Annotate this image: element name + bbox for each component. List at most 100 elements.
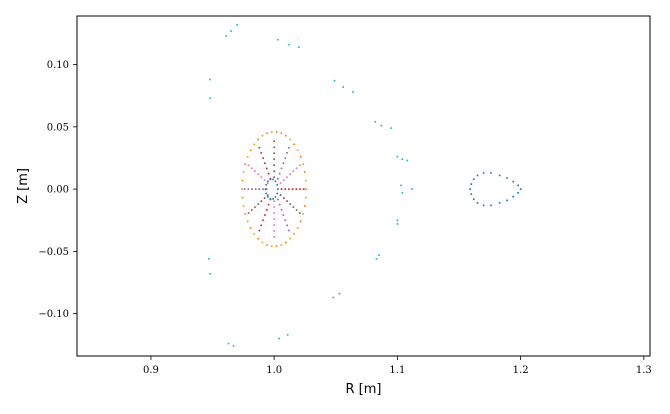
outer-ring-point: [242, 205, 245, 207]
spoke-point: [287, 146, 290, 149]
spoke-point: [273, 200, 276, 203]
spoke-point: [286, 151, 289, 154]
spoke-point: [280, 167, 283, 170]
x-tick-label: 1.0: [266, 365, 282, 376]
outer-ring-point: [257, 237, 260, 240]
inner-ring-point: [266, 195, 269, 198]
outer-ring-point: [270, 245, 273, 248]
spoke-point: [257, 173, 260, 176]
spoke-point: [263, 179, 266, 182]
y-tick-label: 0.00: [47, 185, 69, 196]
inner-ring-point: [276, 183, 279, 186]
spoke-point: [278, 203, 281, 206]
inner-ring-point: [272, 178, 275, 181]
spoke-point: [298, 164, 301, 167]
outer-ring-point: [275, 131, 278, 133]
inner-ring-point: [264, 188, 267, 191]
outer-point: [406, 159, 409, 162]
spoke-point: [273, 212, 276, 214]
outer-point: [374, 120, 377, 123]
outer-point: [287, 43, 290, 46]
spoke-point: [250, 209, 253, 211]
outer-point: [209, 78, 212, 81]
outer-point: [380, 124, 383, 127]
island-point: [498, 174, 501, 177]
outer-ring-point: [302, 163, 304, 166]
outer-ring-point: [293, 143, 296, 146]
outer-point: [297, 46, 300, 49]
spoke-point: [279, 182, 282, 185]
outer-ring-point: [261, 134, 264, 137]
spoke-point: [286, 224, 289, 227]
outer-point: [396, 155, 399, 158]
spoke-point: [258, 188, 261, 191]
spoke-point: [273, 158, 276, 161]
outer-ring-point: [275, 245, 278, 248]
outer-ring-point: [257, 138, 260, 141]
outer-point: [377, 254, 380, 257]
spoke-point: [266, 194, 269, 197]
outer-point: [401, 191, 404, 194]
island-point: [469, 188, 472, 191]
outer-ring-point: [253, 232, 256, 235]
plot-frame: [76, 15, 651, 357]
island-point: [482, 204, 485, 207]
spoke-point: [289, 203, 292, 206]
outer-ring-point: [302, 213, 304, 215]
spoke-point: [278, 172, 281, 175]
spoke-point: [276, 177, 279, 180]
outer-ring-point: [289, 237, 292, 240]
spoke-point: [292, 206, 295, 208]
outer-ring-point: [246, 220, 249, 223]
island-point: [517, 191, 520, 194]
spoke-point: [286, 176, 288, 179]
outer-ring-point: [246, 155, 249, 158]
island-point: [470, 183, 473, 186]
spoke-point: [247, 188, 250, 191]
island-point: [470, 193, 473, 196]
spoke-point: [282, 162, 285, 165]
outer-ring-point: [241, 179, 244, 182]
outer-ring-point: [299, 155, 302, 158]
spoke-point: [251, 188, 253, 191]
spoke-point: [263, 197, 266, 200]
spoke-point: [276, 198, 279, 201]
island-point: [482, 171, 485, 174]
spoke-point: [262, 157, 265, 160]
island-point: [506, 176, 509, 179]
outer-point: [338, 292, 341, 295]
outer-point: [225, 34, 228, 37]
island-point: [476, 201, 479, 204]
spoke-point: [280, 188, 283, 191]
outer-ring-point: [303, 171, 306, 174]
island-point: [519, 188, 522, 191]
spoke-point: [247, 212, 250, 214]
spoke-point: [273, 230, 276, 232]
outer-ring-point: [299, 220, 302, 223]
spoke-point: [262, 219, 265, 222]
outer-ring-point: [242, 171, 245, 174]
island-point: [476, 174, 479, 177]
spoke-point: [273, 164, 276, 167]
spoke-point: [286, 200, 288, 203]
spoke-point: [258, 229, 261, 232]
outer-point: [411, 188, 414, 191]
outer-ring-point: [280, 244, 283, 246]
outer-ring-point: [266, 244, 268, 246]
inner-ring-point: [266, 180, 269, 183]
outer-ring-point: [261, 241, 264, 244]
island-point: [512, 180, 515, 183]
outer-point: [390, 127, 393, 130]
outer-point: [230, 29, 232, 32]
outer-point: [396, 223, 399, 225]
spoke-point: [267, 172, 270, 175]
outer-point: [401, 158, 404, 161]
outer-point: [396, 219, 399, 222]
spoke-point: [273, 218, 276, 220]
outer-ring-point: [270, 131, 273, 133]
spoke-point: [279, 194, 282, 197]
outer-ring-point: [289, 138, 292, 141]
inner-ring-point: [265, 192, 268, 195]
island-point: [490, 171, 492, 174]
inner-ring-point: [276, 188, 279, 191]
